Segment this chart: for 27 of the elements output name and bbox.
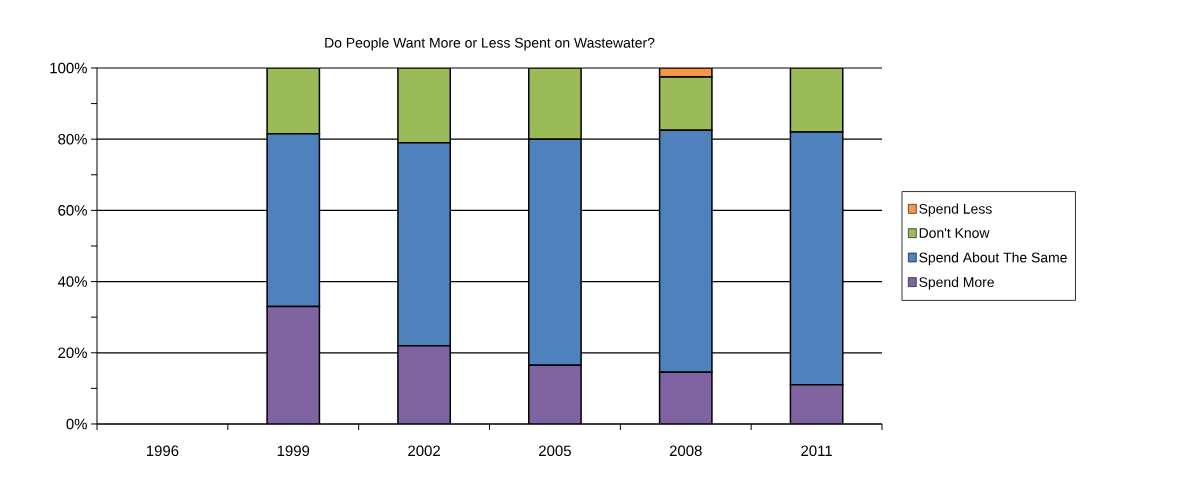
x-tick-label: 1999 xyxy=(277,445,310,457)
bar xyxy=(658,76,713,132)
bar xyxy=(528,364,582,424)
bar xyxy=(397,344,452,424)
y-tick-label: 80% xyxy=(58,133,87,145)
legend-label: Don't Know xyxy=(919,228,990,238)
bar xyxy=(266,305,321,424)
bar xyxy=(789,67,844,133)
y-tick-label: 100% xyxy=(50,62,87,74)
bar xyxy=(789,384,844,424)
legend-label: Spend Less xyxy=(919,203,992,217)
bar xyxy=(658,371,713,424)
x-tick-label: 1996 xyxy=(146,445,179,457)
bar xyxy=(528,67,582,140)
y-tick-label: 0% xyxy=(66,418,87,430)
x-tick-label: 2011 xyxy=(801,445,832,457)
bar xyxy=(266,67,321,135)
y-tick-label: 20% xyxy=(58,347,87,359)
x-tick-label: 2008 xyxy=(669,445,702,457)
y-tick-label: 40% xyxy=(57,276,87,287)
legend-label: Spend About The Same xyxy=(919,252,1067,266)
x-tick-label: 2002 xyxy=(408,445,440,457)
legend-label: Spend More xyxy=(919,276,994,290)
y-tick-label: 60% xyxy=(58,205,87,216)
bar xyxy=(397,67,452,144)
chart-title: Do People Want More or Less Spent on Wastewater? xyxy=(325,37,655,51)
x-tick-label: 2005 xyxy=(539,445,571,457)
